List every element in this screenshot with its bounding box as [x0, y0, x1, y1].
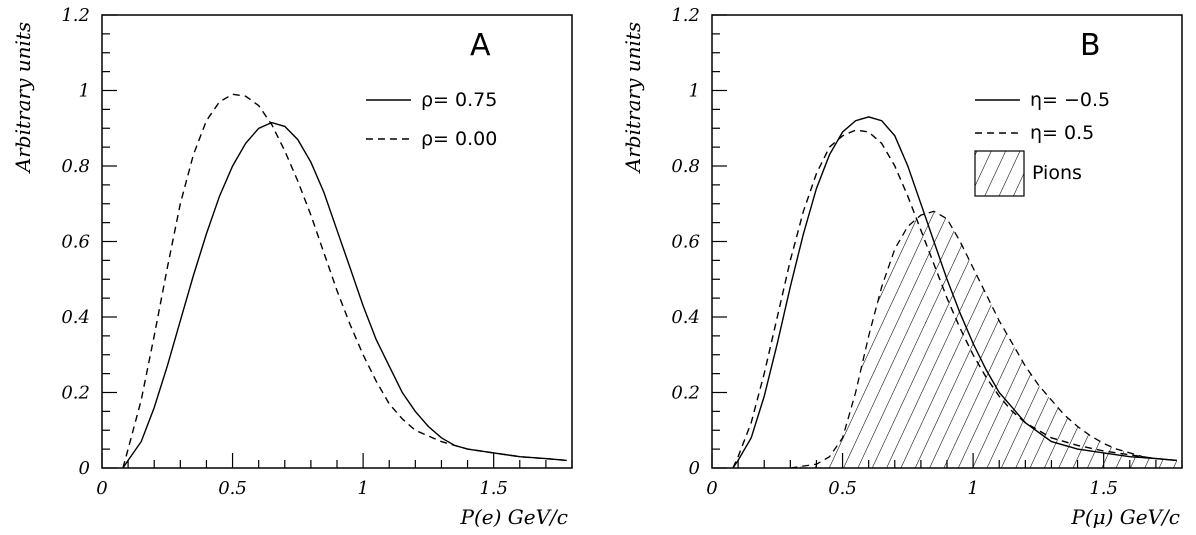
y-tick-label: 0.8	[61, 156, 90, 177]
legend-label: η= −0.5	[1030, 89, 1110, 111]
y-tick-label: 1.2	[671, 5, 700, 26]
legend-label: Pions	[1032, 162, 1082, 184]
x-tick-label: 0	[96, 478, 107, 499]
x-tick-label: 1.5	[1089, 478, 1118, 499]
y-tick-label: 0.2	[671, 383, 700, 404]
panel-b: 0 0.5 1 1.5 0 0.2 0.4 0.6 0.8 1 1.2 P(μ) GeV/c Ar…	[621, 5, 1183, 529]
y-tick-label: 0	[689, 458, 700, 479]
legend-swatch-hatched	[974, 150, 1025, 197]
panel-a: 0 0.5 1 1.5 0 0.2 0.4 0.6 0.8 1 1.2 P(e) GeV/c Ar…	[11, 5, 573, 529]
legend-item: η= −0.5	[975, 89, 1110, 111]
y-tick-label: 1	[689, 81, 700, 102]
y-tick-label: 0.8	[671, 156, 700, 177]
legend-label: ρ= 0.75	[421, 89, 497, 111]
y-axis-title: Arbitrary units	[11, 22, 35, 174]
series-line-dashed	[122, 93, 567, 469]
x-tick-label: 1	[357, 478, 368, 499]
series-line-solid	[122, 121, 567, 469]
panel-label: B	[1080, 28, 1101, 63]
y-tick-label: 0.6	[61, 232, 90, 253]
series-line-dashed	[732, 129, 1177, 469]
legend-item: Pions	[974, 150, 1082, 197]
series-pions-outline	[790, 210, 1177, 469]
x-tick-label: 0.5	[218, 478, 247, 499]
y-tick-label: 1	[79, 81, 90, 102]
x-tick-label: 0.5	[828, 478, 857, 499]
legend-label: η= 0.5	[1030, 122, 1094, 144]
x-axis-title: P(μ) GeV/c	[1070, 505, 1180, 529]
series-line-solid	[732, 116, 1177, 469]
x-tick-label: 1.5	[479, 478, 508, 499]
panel-label: A	[470, 28, 491, 63]
series-pions-area	[790, 211, 1177, 469]
y-axis-title: Arbitrary units	[621, 22, 645, 174]
y-tick-label: 0.6	[671, 232, 700, 253]
legend-label: ρ= 0.00	[421, 128, 497, 150]
x-tick-label: 1	[967, 478, 978, 499]
y-tick-label: 0	[79, 458, 90, 479]
y-tick-label: 1.2	[61, 5, 90, 26]
y-tick-label: 0.2	[61, 383, 90, 404]
x-axis-title: P(e) GeV/c	[460, 505, 568, 529]
legend-item: ρ= 0.00	[366, 128, 497, 150]
x-tick-label: 0	[706, 478, 717, 499]
legend-item: ρ= 0.75	[366, 89, 497, 111]
y-tick-label: 0.4	[61, 307, 90, 328]
legend-item: η= 0.5	[975, 122, 1094, 144]
y-tick-label: 0.4	[671, 307, 700, 328]
